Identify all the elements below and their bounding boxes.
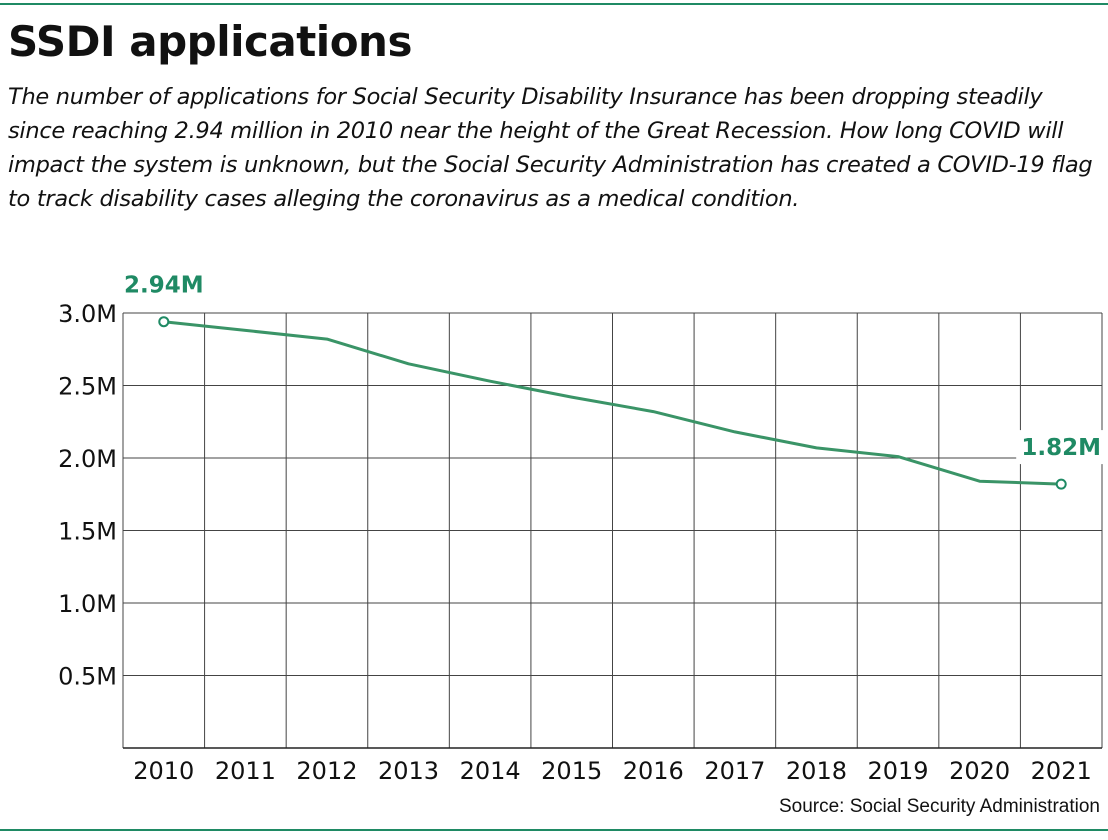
x-tick-label: 2015 — [541, 757, 602, 785]
x-axis-ticks: 2010 2011 2012 2013 2014 2015 2016 2017 2018 2019… — [133, 757, 1091, 785]
annotation-label: 2.94M — [124, 273, 204, 299]
annotation-marker — [158, 316, 170, 328]
y-tick-label: 0.5M — [58, 663, 117, 691]
y-tick-label: 3.0M — [58, 300, 117, 328]
grid — [122, 312, 1103, 749]
annotations: 2.94M 1.82M — [118, 267, 1107, 490]
annotation-box — [118, 267, 209, 302]
annotation-label: 1.82M — [1021, 435, 1101, 461]
y-tick-label: 2.5M — [58, 373, 117, 401]
annotation-pointer — [157, 301, 170, 309]
annotation-pointer — [1055, 464, 1068, 472]
x-tick-label: 2012 — [296, 757, 357, 785]
y-tick-label: 1.5M — [58, 518, 117, 546]
y-axis-ticks: 0.5M 1.0M 1.5M 2.0M 2.5M 3.0M — [58, 300, 117, 691]
y-tick-label: 2.0M — [58, 445, 117, 473]
x-tick-label: 2019 — [868, 757, 929, 785]
x-tick-label: 2017 — [704, 757, 765, 785]
source-note: Source: Social Security Administration — [778, 796, 1100, 817]
x-tick-label: 2011 — [215, 757, 276, 785]
x-tick-label: 2018 — [786, 757, 847, 785]
x-tick-label: 2010 — [133, 757, 194, 785]
x-tick-label: 2013 — [378, 757, 439, 785]
x-tick-label: 2020 — [949, 757, 1010, 785]
y-tick-label: 1.0M — [58, 590, 117, 618]
line-chart: 0.5M1.0M1.5M2.0M2.5M3.0M 2010 2011 2012 201… — [58, 267, 1107, 785]
annotation-box — [1016, 430, 1107, 465]
top-rule — [0, 3, 1108, 5]
x-tick-label: 2016 — [623, 757, 684, 785]
bottom-rule — [0, 829, 1108, 831]
chart-title: SSDI applications — [8, 17, 412, 66]
annotation-marker — [1055, 478, 1067, 490]
series-line — [163, 320, 1062, 486]
x-tick-label: 2014 — [460, 757, 521, 785]
series — [163, 320, 1062, 486]
x-tick-label: 2021 — [1031, 757, 1092, 785]
chart-subtitle: The number of applications for Social Se… — [8, 84, 1093, 212]
